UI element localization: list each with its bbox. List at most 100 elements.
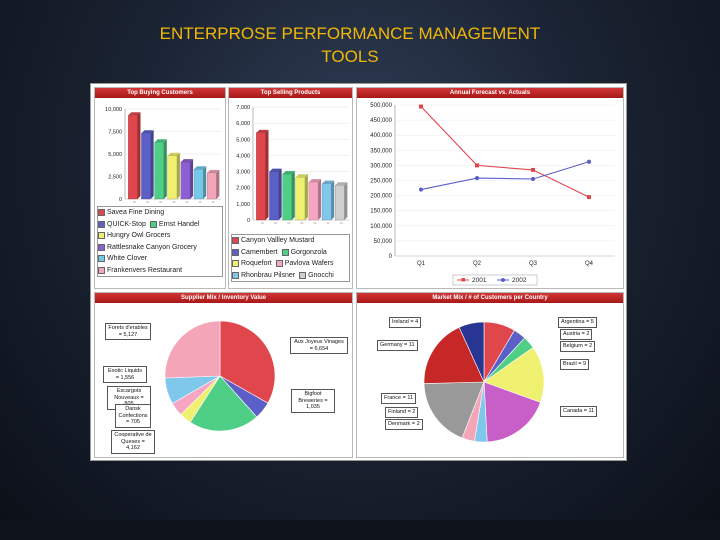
data-point <box>531 167 535 172</box>
slide-title: ENTERPROSE PERFORMANCE MANAGEMENT TOOLS <box>60 22 640 68</box>
data-point <box>475 163 479 168</box>
legend-label: Rattlesnake Canyon Grocery <box>107 243 197 251</box>
panel-title: Top Buying Customers <box>95 88 225 98</box>
callout-austria: Austria = 2 <box>560 329 593 340</box>
panel-title: Top Selling Products <box>229 88 352 98</box>
legend-item: Ernst Handel <box>149 220 200 228</box>
legend-item: Pavlova Wafers <box>275 260 334 268</box>
bottom-strip <box>0 520 720 540</box>
bar-side <box>216 169 220 199</box>
bar-side <box>190 159 194 199</box>
bar <box>256 132 266 221</box>
callout-canada: Canada = 11 <box>560 406 598 417</box>
legend-label: Frankenvers Restaurant <box>107 266 183 274</box>
pie-slice <box>423 381 485 439</box>
legend-row: Frankenvers Restaurant <box>98 265 222 277</box>
pie-slice <box>164 320 221 379</box>
callout-bigfoot: Bigfoot Breweries = 1,035 <box>291 389 335 413</box>
data-point <box>418 187 424 192</box>
panel-title: Market Mix / # of Customers per Country <box>357 293 623 303</box>
legend-item: Rattlesnake Canyon Grocery <box>98 243 197 251</box>
x-tick-label: Q1 <box>417 261 426 267</box>
bar-top <box>180 159 194 163</box>
x-tick-label: Q3 <box>529 261 538 267</box>
x-tick-label: Q4 <box>585 261 594 267</box>
slide-title-line1: ENTERPROSE PERFORMANCE MANAGEMENT <box>159 24 541 43</box>
bar-side <box>203 166 207 199</box>
panel-title: Supplier Mix / Inventory Value <box>95 293 352 303</box>
bar-top <box>282 170 295 174</box>
pie-slice <box>189 375 258 432</box>
pie-slice <box>219 320 276 404</box>
y-tick-label: 400,000 <box>370 133 392 139</box>
legend-swatch <box>149 220 157 228</box>
x-tick-label: Q2 <box>473 261 482 267</box>
y-tick-label: 5,000 <box>236 137 250 143</box>
bar <box>321 183 332 221</box>
pie-slice <box>483 347 545 403</box>
bar-top <box>154 139 167 143</box>
callout-cooperative: Cooperative de Queses = 4,162 <box>111 430 155 454</box>
y-tick-label: 10,000 <box>105 107 122 113</box>
bar <box>282 173 292 221</box>
legend-swatch <box>98 255 105 263</box>
legend-label: Camembert <box>241 248 278 256</box>
y-tick-label: 0 <box>247 218 250 224</box>
panel-title: Annual Forecast vs. Actuals <box>357 88 623 98</box>
y-tick-label: 5,000 <box>108 152 122 158</box>
legend-item: Gorgonzola <box>281 248 327 256</box>
legend-item: Hungry Owl Grocers <box>98 232 171 240</box>
legend-marker <box>501 278 505 282</box>
bar-side <box>318 179 322 220</box>
legend-swatch <box>232 237 239 245</box>
panel-market-mix: Market Mix / # of Customers per Country … <box>356 292 624 458</box>
legend-label: Hungry Owl Grocers <box>107 232 171 240</box>
legend-label: 2002 <box>512 277 527 284</box>
bar <box>167 155 178 200</box>
customers-legend: Savea Fine Dining QUICK-Stop Ernst Handel H… <box>97 206 223 277</box>
legend-item: QUICK-Stop <box>98 220 146 228</box>
slide-title-line2: TOOLS <box>321 47 379 66</box>
y-tick-label: 2,500 <box>108 175 122 181</box>
bar-top <box>308 179 322 183</box>
legend-swatch <box>299 271 307 279</box>
panel-top-selling-products: Top Selling Products 0 1,000 2,000 3,000 4,0… <box>228 87 353 289</box>
legend-label: Roquefort <box>241 260 272 268</box>
bar-side <box>163 139 167 199</box>
callout-germany: Germany = 11 <box>377 340 418 351</box>
supplier-pie-chart <box>164 320 276 432</box>
market-pie-chart <box>423 321 545 443</box>
y-tick-label: 1,000 <box>236 202 250 208</box>
bar <box>269 171 279 221</box>
callout-exotic: Exotic Liquids = 1,556 <box>103 366 147 383</box>
legend-swatch <box>98 209 105 217</box>
bar-side <box>291 170 295 220</box>
customers-bar-chart: 0 2,500 5,000 7,500 10,000 <box>105 107 221 203</box>
callout-brazil: Brazil = 9 <box>560 359 590 370</box>
callout-ireland: Ireland = 4 <box>389 317 422 328</box>
legend-swatch <box>98 243 105 251</box>
dashboard: Top Buying Customers 0 2,500 5,000 7,500 10,… <box>90 83 627 461</box>
legend-row: Hungry Owl Grocers <box>98 230 222 242</box>
legend-item: Roquefort <box>232 260 272 268</box>
y-tick-label: 450,000 <box>370 118 392 124</box>
legend-label: QUICK-Stop <box>107 220 146 228</box>
legend-row: White Clover <box>98 253 222 265</box>
y-tick-label: 300,000 <box>370 163 392 169</box>
callout-denmark: Denmark = 2 <box>385 419 423 430</box>
legend-label: Ernst Handel <box>158 220 200 228</box>
legend-swatch <box>98 220 105 228</box>
bar <box>308 181 319 221</box>
legend-label: 2001 <box>472 277 487 284</box>
legend-row: Camembert Gorgonzola <box>232 247 349 259</box>
legend-swatch <box>232 271 239 279</box>
bar-top <box>335 182 348 186</box>
legend-label: Canyon Vallley Mustard <box>241 237 315 245</box>
legend-swatch <box>98 232 105 240</box>
legend-label: White Clover <box>107 255 148 263</box>
y-tick-label: 0 <box>389 254 393 260</box>
callout-belgium: Belgium = 2 <box>560 341 596 352</box>
callout-forets: Forets d'erables = 5,127 <box>105 323 151 340</box>
bar <box>335 185 345 221</box>
legend-item: Savea Fine Dining <box>98 209 164 217</box>
